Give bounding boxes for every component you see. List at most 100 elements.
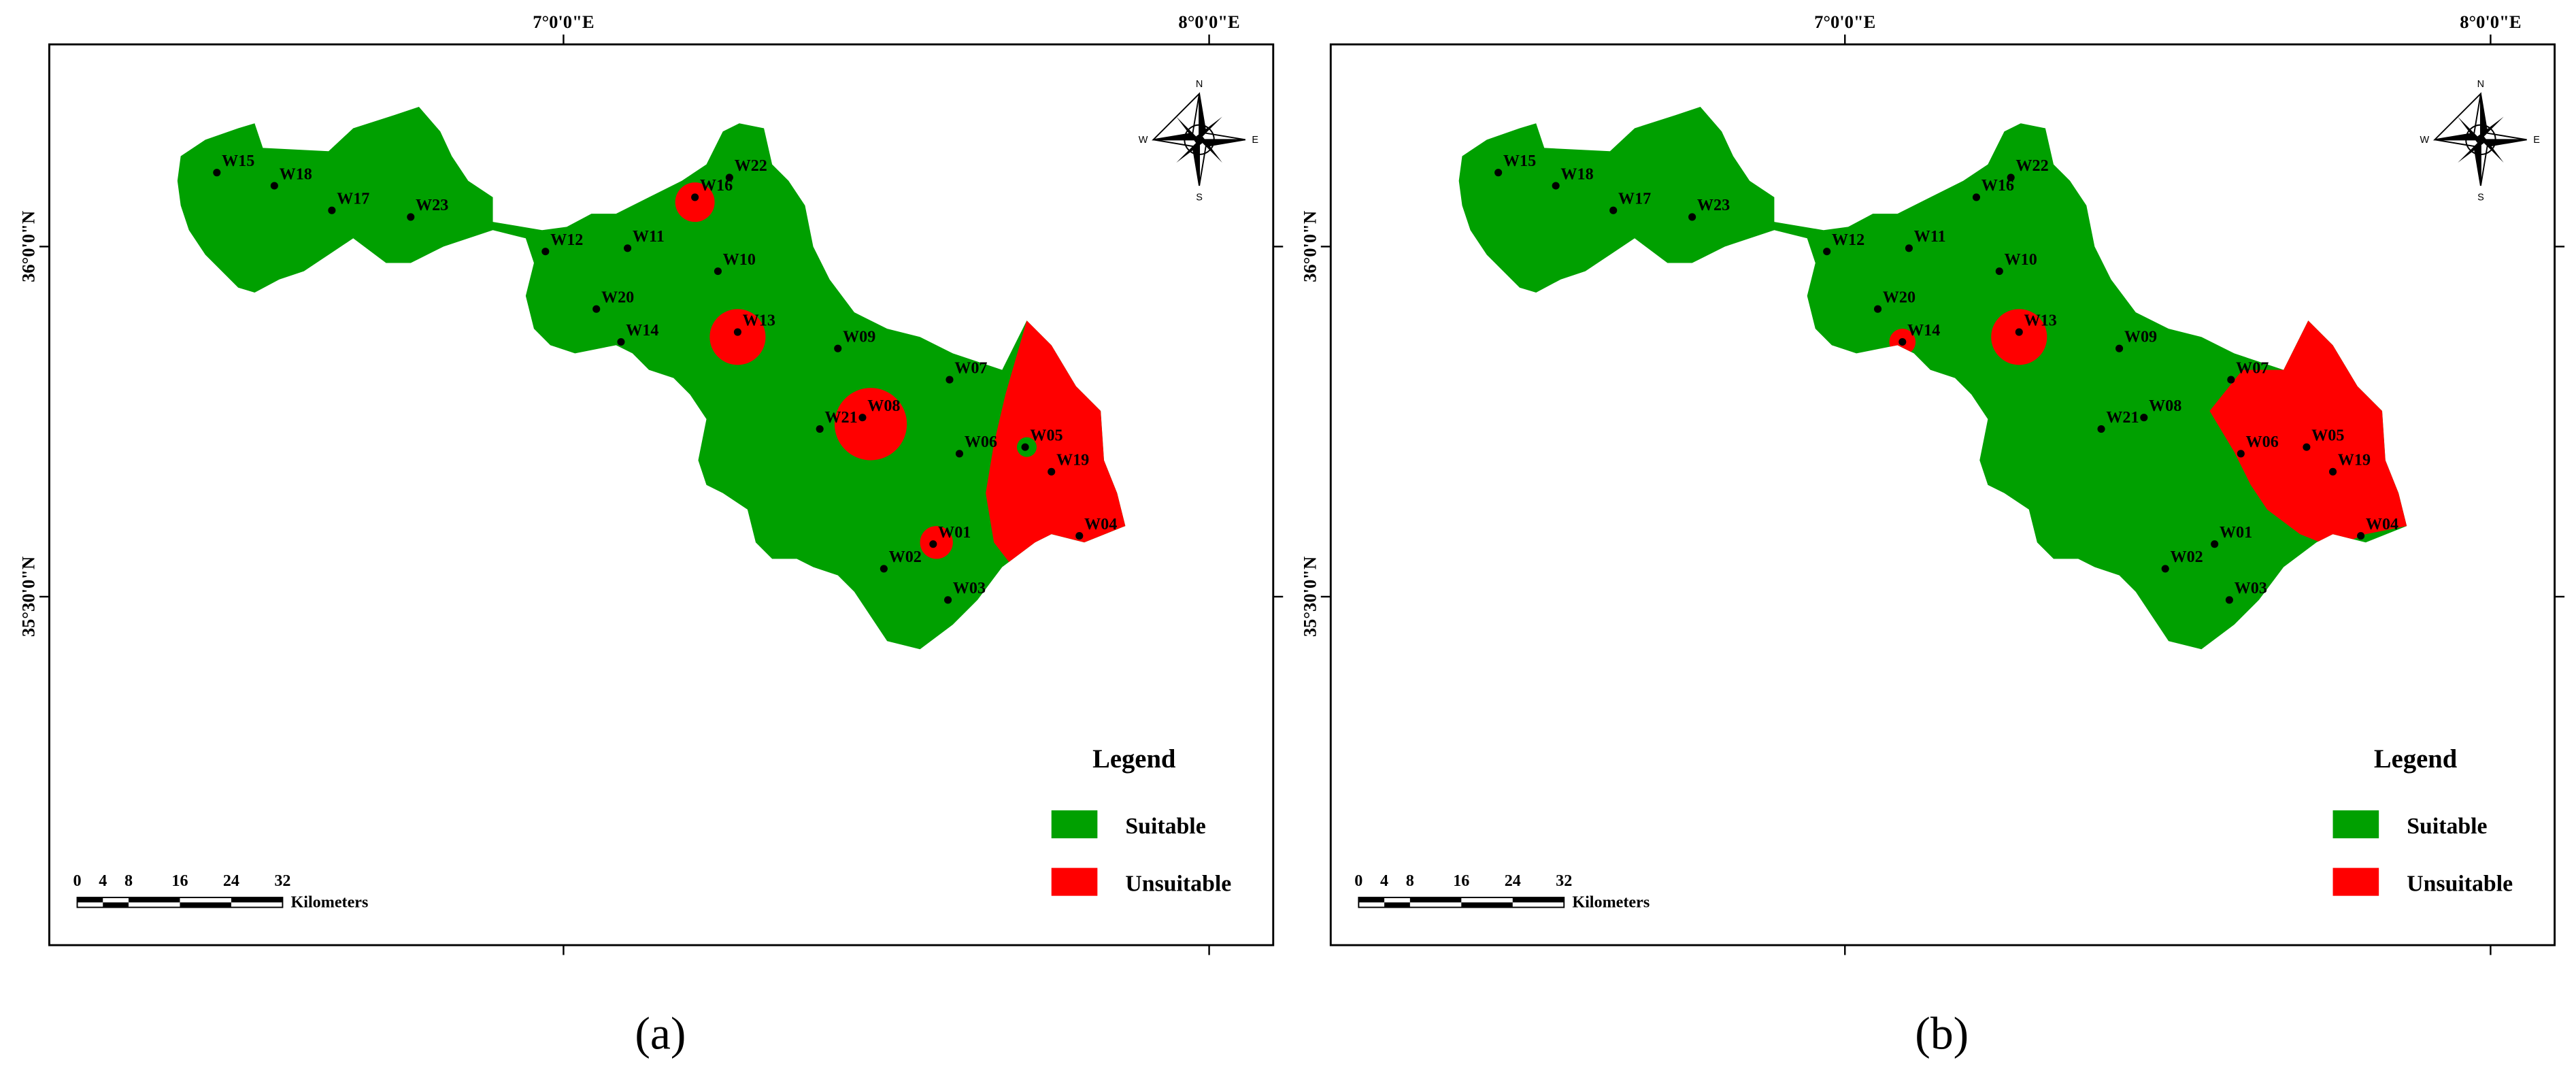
well-label: W10 [723, 250, 756, 269]
compass-star [1153, 133, 1200, 140]
suitable-zone [177, 107, 1126, 650]
well-point [1873, 305, 1882, 313]
legend-swatch [1051, 867, 1098, 896]
scale-label: 32 [1556, 872, 1572, 890]
compass-star [2458, 116, 2504, 163]
scale-label: 24 [223, 872, 239, 890]
well-label: W01 [938, 523, 971, 542]
scale-label: 8 [124, 872, 133, 890]
well-point [2357, 532, 2365, 540]
well-label: W19 [1056, 451, 1089, 469]
well-label: W04 [2366, 515, 2398, 533]
well-label: W12 [1832, 231, 1864, 249]
panel-label: (b) [1915, 1008, 1969, 1059]
well-point [2225, 596, 2233, 604]
scale-label: 4 [1380, 872, 1388, 890]
well-point [1995, 267, 2003, 276]
scale-segment [103, 902, 129, 908]
well-point [2140, 414, 2148, 422]
compass-letter: S [1196, 193, 1203, 203]
legend-swatch [2332, 810, 2379, 839]
map-panel: 7°0'0"E 8°0'0"E 36°0'0"N 35°30'0"N W15 W18 W17… [18, 12, 1284, 1059]
well-label: W06 [965, 433, 997, 451]
compass-star [1199, 139, 1245, 147]
well-point [2328, 467, 2337, 476]
well-label: W14 [1907, 321, 1940, 340]
well-label: W13 [2024, 311, 2057, 329]
well-label: W13 [743, 311, 775, 329]
well-label: W21 [2106, 408, 2139, 427]
well-label: W15 [222, 152, 254, 170]
compass-star [2480, 139, 2527, 147]
well-point [213, 169, 221, 177]
well-label: W07 [954, 359, 987, 377]
compass-star [2474, 139, 2481, 186]
well-label: W17 [337, 190, 369, 208]
well-point [725, 173, 733, 182]
well-label: W22 [2015, 156, 2048, 175]
well-point [2227, 376, 2235, 384]
well-point [592, 305, 601, 313]
compass-letter: W [2420, 135, 2430, 146]
well-label: W07 [2236, 359, 2269, 377]
unsuitable-zone [709, 309, 766, 365]
well-label: W23 [416, 196, 448, 214]
scale-segment [1512, 897, 1565, 903]
panel-label: (a) [635, 1008, 686, 1059]
map-panel: 7°0'0"E 8°0'0"E 36°0'0"N 35°30'0"N W15 W18 W17… [1300, 12, 2565, 1059]
well-point [2211, 540, 2219, 548]
well-point [944, 596, 952, 604]
scale-label: 32 [274, 872, 290, 890]
compass-ring [1184, 124, 1215, 156]
scale-segment [77, 897, 103, 903]
scale-label: 0 [1354, 872, 1362, 890]
well-label: W03 [2235, 579, 2267, 597]
north-arrow: N E S W [2420, 79, 2541, 203]
well-label: W09 [843, 328, 875, 346]
well-point [1075, 532, 1084, 540]
well-point [1021, 443, 1029, 451]
latitude-label: 36°0'0"N [1300, 211, 1320, 282]
legend-label: Suitable [2407, 814, 2487, 839]
well-point [328, 206, 336, 214]
well-point [1898, 337, 1907, 346]
unsuitable-zone [675, 182, 715, 222]
scale-segment [1384, 902, 1410, 908]
well-point [270, 182, 278, 190]
well-point [834, 344, 842, 352]
suitable-zone [1458, 107, 2407, 650]
scale-label: 16 [1453, 872, 1469, 890]
well-label: W04 [1084, 515, 1117, 533]
scale-unit: Kilometers [1572, 893, 1650, 912]
well-point [858, 414, 867, 422]
well-label: W05 [1030, 426, 1063, 444]
compass-star [2480, 93, 2488, 140]
well-label: W11 [1914, 227, 1946, 246]
compass-letter: N [1196, 79, 1203, 90]
well-label: W08 [2149, 397, 2181, 415]
well-label: W20 [601, 288, 634, 307]
longitude-label: 8°0'0"E [2460, 12, 2521, 32]
legend-swatch [1051, 810, 1098, 839]
latitude-label: 35°30'0"N [1300, 557, 1320, 637]
well-point [1688, 213, 1696, 221]
scale-segment [1358, 897, 1385, 903]
well-point [946, 376, 954, 384]
latitude-label: 36°0'0"N [18, 211, 39, 282]
legend-label: Unsuitable [2407, 871, 2513, 896]
scale-segment [1461, 902, 1513, 908]
compass-star [1192, 139, 1200, 186]
well-point [1552, 182, 1560, 190]
latitude-label: 35°30'0"N [18, 557, 39, 637]
well-label: W02 [889, 548, 922, 566]
north-arrow: N E S W [1139, 79, 1259, 203]
well-label: W08 [867, 397, 900, 415]
well-point [1048, 467, 1056, 476]
well-label: W20 [1883, 288, 1916, 307]
unsuitable-zone [834, 388, 907, 461]
well-point [2237, 450, 2245, 458]
well-point [541, 248, 550, 256]
well-point [929, 540, 937, 548]
compass-star [1199, 93, 1206, 140]
